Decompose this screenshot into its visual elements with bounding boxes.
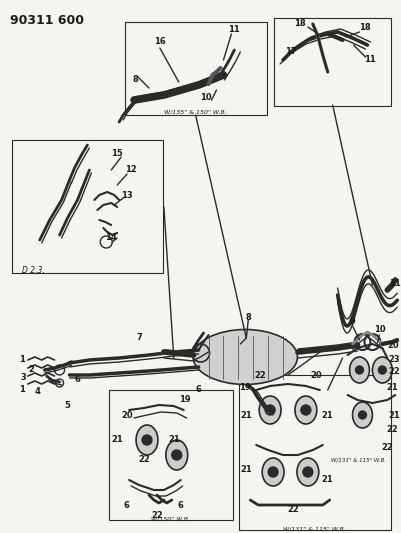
Text: 10: 10 xyxy=(199,93,211,101)
Ellipse shape xyxy=(259,396,280,424)
Ellipse shape xyxy=(136,425,158,455)
Text: 12: 12 xyxy=(125,166,137,174)
Text: 19: 19 xyxy=(239,384,251,392)
Text: 2: 2 xyxy=(29,366,34,375)
Text: W/150" W.B.: W/150" W.B. xyxy=(151,516,190,521)
Text: 5: 5 xyxy=(65,401,70,410)
Text: 6: 6 xyxy=(74,376,80,384)
Text: 20: 20 xyxy=(387,341,398,350)
Bar xyxy=(125,22,267,115)
Text: 15: 15 xyxy=(111,149,123,157)
Text: 21: 21 xyxy=(321,410,333,419)
Ellipse shape xyxy=(349,357,369,383)
Text: 22: 22 xyxy=(286,505,298,514)
Text: 3: 3 xyxy=(21,374,26,383)
Ellipse shape xyxy=(261,458,284,486)
Text: 22: 22 xyxy=(385,425,397,434)
Text: 1: 1 xyxy=(19,356,25,365)
Text: 22: 22 xyxy=(381,442,392,451)
Text: 16: 16 xyxy=(154,37,165,46)
Text: 21: 21 xyxy=(240,465,251,474)
Text: 21: 21 xyxy=(385,384,397,392)
Text: 7: 7 xyxy=(136,334,142,343)
Ellipse shape xyxy=(296,458,318,486)
Ellipse shape xyxy=(294,396,316,424)
Text: W/135" & 150" W.B.: W/135" & 150" W.B. xyxy=(164,109,227,115)
Text: 8: 8 xyxy=(132,76,138,85)
Text: 14: 14 xyxy=(105,232,117,241)
Circle shape xyxy=(142,435,152,445)
Text: 13: 13 xyxy=(121,190,133,199)
Text: 6: 6 xyxy=(123,500,129,510)
Text: 90311 600: 90311 600 xyxy=(10,14,84,27)
Text: 18: 18 xyxy=(294,20,305,28)
Text: 20: 20 xyxy=(309,372,321,381)
Bar xyxy=(109,390,233,520)
Text: 21: 21 xyxy=(240,410,251,419)
Ellipse shape xyxy=(166,440,187,470)
Circle shape xyxy=(302,467,312,477)
Text: 8: 8 xyxy=(245,312,251,321)
Text: 18: 18 xyxy=(358,23,369,33)
Text: 17: 17 xyxy=(284,47,296,56)
Text: 21: 21 xyxy=(321,475,333,484)
Text: 19: 19 xyxy=(178,395,190,405)
Text: 23: 23 xyxy=(387,356,399,365)
Ellipse shape xyxy=(192,329,297,384)
Text: 22: 22 xyxy=(254,372,265,381)
Text: 11: 11 xyxy=(363,55,375,64)
Circle shape xyxy=(300,405,310,415)
Text: 22: 22 xyxy=(387,367,399,376)
Bar xyxy=(273,18,390,106)
Text: 22: 22 xyxy=(138,456,150,464)
Text: D 2,3,: D 2,3, xyxy=(22,266,45,276)
Text: W/131" & 115" W.B.: W/131" & 115" W.B. xyxy=(330,457,385,463)
Circle shape xyxy=(358,411,366,419)
Text: 9: 9 xyxy=(349,318,354,327)
Text: 21: 21 xyxy=(387,410,399,419)
Text: 10: 10 xyxy=(373,326,384,335)
Circle shape xyxy=(171,450,181,460)
Text: W/131" & 115" W.B.: W/131" & 115" W.B. xyxy=(283,527,345,531)
Text: 1: 1 xyxy=(19,385,25,394)
Text: 20: 20 xyxy=(121,410,133,419)
Text: 11: 11 xyxy=(228,25,240,34)
Text: 6: 6 xyxy=(177,500,183,510)
Text: 6: 6 xyxy=(195,385,201,394)
Circle shape xyxy=(354,366,363,374)
Circle shape xyxy=(377,366,385,374)
Text: 21: 21 xyxy=(168,435,179,445)
Text: 4: 4 xyxy=(35,387,41,397)
Ellipse shape xyxy=(352,402,371,428)
Text: 11: 11 xyxy=(389,279,400,288)
Circle shape xyxy=(267,467,277,477)
Bar xyxy=(12,140,162,273)
Text: 21: 21 xyxy=(111,435,123,445)
Circle shape xyxy=(265,405,274,415)
Bar xyxy=(239,375,390,530)
Ellipse shape xyxy=(371,357,391,383)
Text: 22: 22 xyxy=(151,511,162,520)
